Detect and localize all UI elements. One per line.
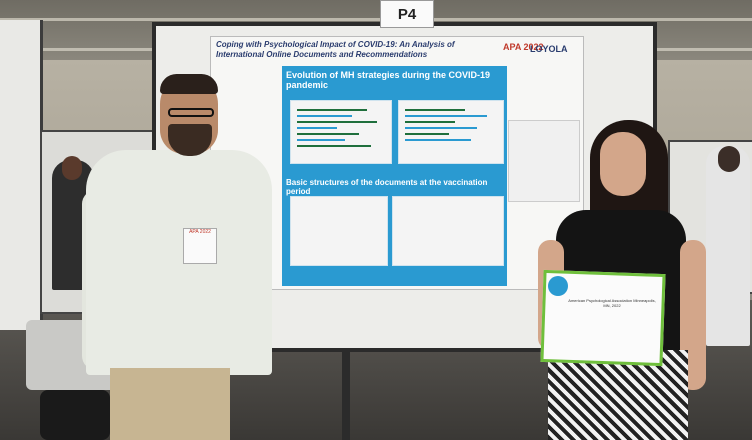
ceiling-truss — [0, 18, 752, 21]
woman-face — [600, 132, 646, 196]
board-number-sign: P4 — [380, 0, 434, 28]
chart-bar — [297, 133, 359, 135]
man-beard — [168, 124, 212, 156]
certificate-seal-icon — [548, 276, 568, 296]
chart-bar — [405, 109, 465, 111]
certificate-text: American Psychological Association Minne… — [568, 298, 656, 308]
poster-bar-chart — [398, 100, 504, 164]
bag — [40, 390, 110, 440]
glasses — [168, 108, 214, 117]
background-person-right-head — [718, 146, 740, 172]
woman-skirt — [548, 350, 688, 440]
poster-diagram — [290, 196, 388, 266]
chart-bar — [405, 133, 449, 135]
poster-flow-diagram — [508, 120, 580, 202]
chart-bar — [297, 115, 352, 117]
poster-diagram — [392, 196, 504, 266]
poster-section-heading: Evolution of MH strategies during the CO… — [286, 70, 491, 90]
chart-bar — [297, 121, 377, 123]
board-stand — [342, 350, 350, 440]
name-badge: APA 2022 — [183, 228, 217, 264]
poster-title: Coping with Psychological Impact of COVI… — [216, 40, 455, 59]
background-person-right — [706, 146, 750, 346]
chart-bar — [405, 127, 477, 129]
left-poster-board — [0, 20, 43, 330]
chart-bar — [405, 139, 471, 141]
chart-bar — [297, 145, 371, 147]
apa-logo: APA 2022 — [503, 42, 544, 52]
poster-bar-chart — [290, 100, 392, 164]
poster-section-heading: Basic structures of the documents at the… — [286, 178, 488, 196]
man-pants — [110, 368, 230, 440]
chart-bar — [297, 127, 337, 129]
chart-bar — [405, 115, 487, 117]
background-person-left-head — [62, 156, 82, 180]
man-hair — [160, 74, 218, 94]
chart-bar — [297, 139, 345, 141]
chart-bar — [297, 109, 367, 111]
man-shirt — [86, 150, 272, 375]
chart-bar — [405, 121, 455, 123]
loyola-logo: LOYOLA — [530, 44, 568, 54]
